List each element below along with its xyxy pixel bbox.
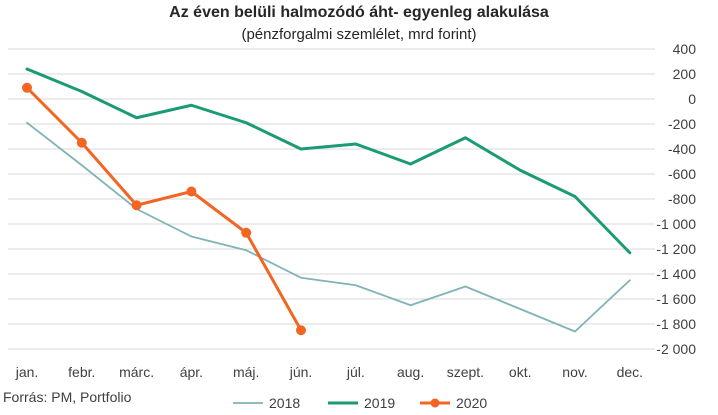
y-tick-label: -1 400 <box>656 266 696 282</box>
series-line-2020 <box>25 86 303 332</box>
x-tick-label: jún. <box>289 364 313 380</box>
y-tick-label: 200 <box>673 66 697 82</box>
x-tick-label: júl. <box>346 364 365 380</box>
y-tick-label: -1 000 <box>656 216 696 232</box>
data-point-2020 <box>22 82 32 93</box>
legend-marker-2020 <box>430 398 440 408</box>
data-point-2020 <box>131 200 142 211</box>
series-line-2018 <box>26 121 631 333</box>
y-tick-label: -2 000 <box>656 341 696 357</box>
x-tick-label: dec. <box>617 364 643 380</box>
legend-label-2018: 2018 <box>269 395 300 411</box>
x-tick-label: febr. <box>68 364 95 380</box>
chart-title: Az éven belüli halmozódó áht- egyenleg a… <box>169 4 549 21</box>
data-point-2020 <box>76 137 87 148</box>
data-point-2020 <box>241 227 252 238</box>
x-tick-label: okt. <box>509 364 532 380</box>
x-tick-label: márc. <box>119 364 154 380</box>
legend-label-2019: 2019 <box>364 395 395 411</box>
data-point-2020 <box>186 186 197 197</box>
y-tick-label: 0 <box>688 91 696 107</box>
x-tick-label: nov. <box>562 364 587 380</box>
y-tick-label: -400 <box>668 141 696 157</box>
x-tick-label: ápr. <box>180 364 203 380</box>
legend-label-2020: 2020 <box>456 395 487 411</box>
x-tick-label: máj. <box>233 364 259 380</box>
x-tick-label: jan. <box>15 364 39 380</box>
y-tick-label: 400 <box>673 41 697 57</box>
data-point-2020 <box>296 325 306 336</box>
x-tick-label: szept. <box>447 364 484 380</box>
y-tick-label: -1 800 <box>656 316 696 332</box>
y-tick-label: -800 <box>668 191 696 207</box>
x-tick-label: aug. <box>397 364 424 380</box>
y-tick-label: -600 <box>668 166 696 182</box>
series-line-2019 <box>25 67 632 255</box>
source-note: Forrás: PM, Portfolio <box>3 389 132 405</box>
y-tick-label: -200 <box>668 116 696 132</box>
y-tick-label: -1 200 <box>656 241 696 257</box>
chart-subtitle: (pénzforgalmi szemlélet, mrd forint) <box>241 26 477 43</box>
y-tick-label: -1 600 <box>656 291 696 307</box>
